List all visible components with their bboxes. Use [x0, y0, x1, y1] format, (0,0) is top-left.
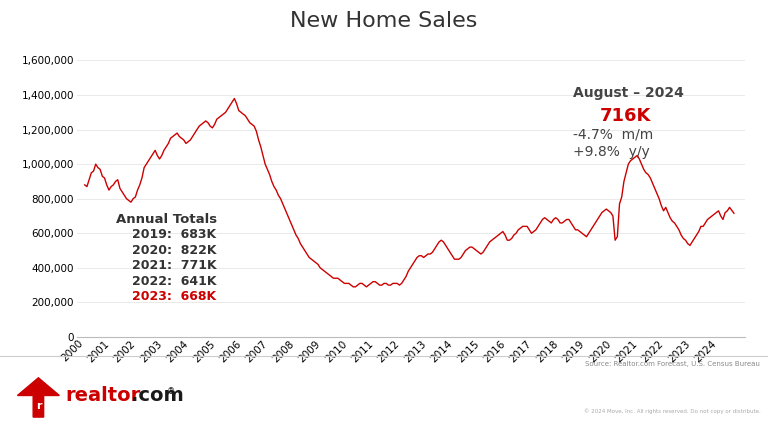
Text: August – 2024: August – 2024: [573, 86, 684, 100]
Text: 2023:  668K: 2023: 668K: [132, 290, 217, 303]
Text: Annual Totals: Annual Totals: [117, 213, 217, 226]
Polygon shape: [18, 378, 59, 417]
Text: +9.8%  y/y: +9.8% y/y: [573, 145, 650, 159]
Text: realtor: realtor: [65, 386, 141, 405]
Text: -4.7%  m/m: -4.7% m/m: [573, 127, 654, 141]
Text: 2019:  683K: 2019: 683K: [132, 228, 217, 241]
Text: © 2024 Move, Inc. All rights reserved. Do not copy or distribute.: © 2024 Move, Inc. All rights reserved. D…: [584, 408, 760, 414]
Text: ®: ®: [167, 388, 175, 396]
Text: Source: Realtor.com Forecast, U.S. Census Bureau: Source: Realtor.com Forecast, U.S. Censu…: [585, 361, 760, 367]
Text: r: r: [35, 401, 41, 411]
Text: .com: .com: [131, 386, 184, 405]
Text: 2020:  822K: 2020: 822K: [132, 244, 217, 257]
Text: 2022:  641K: 2022: 641K: [132, 275, 217, 288]
Text: 716K: 716K: [600, 107, 651, 125]
Text: New Home Sales: New Home Sales: [290, 11, 478, 31]
Text: 2021:  771K: 2021: 771K: [132, 259, 217, 272]
